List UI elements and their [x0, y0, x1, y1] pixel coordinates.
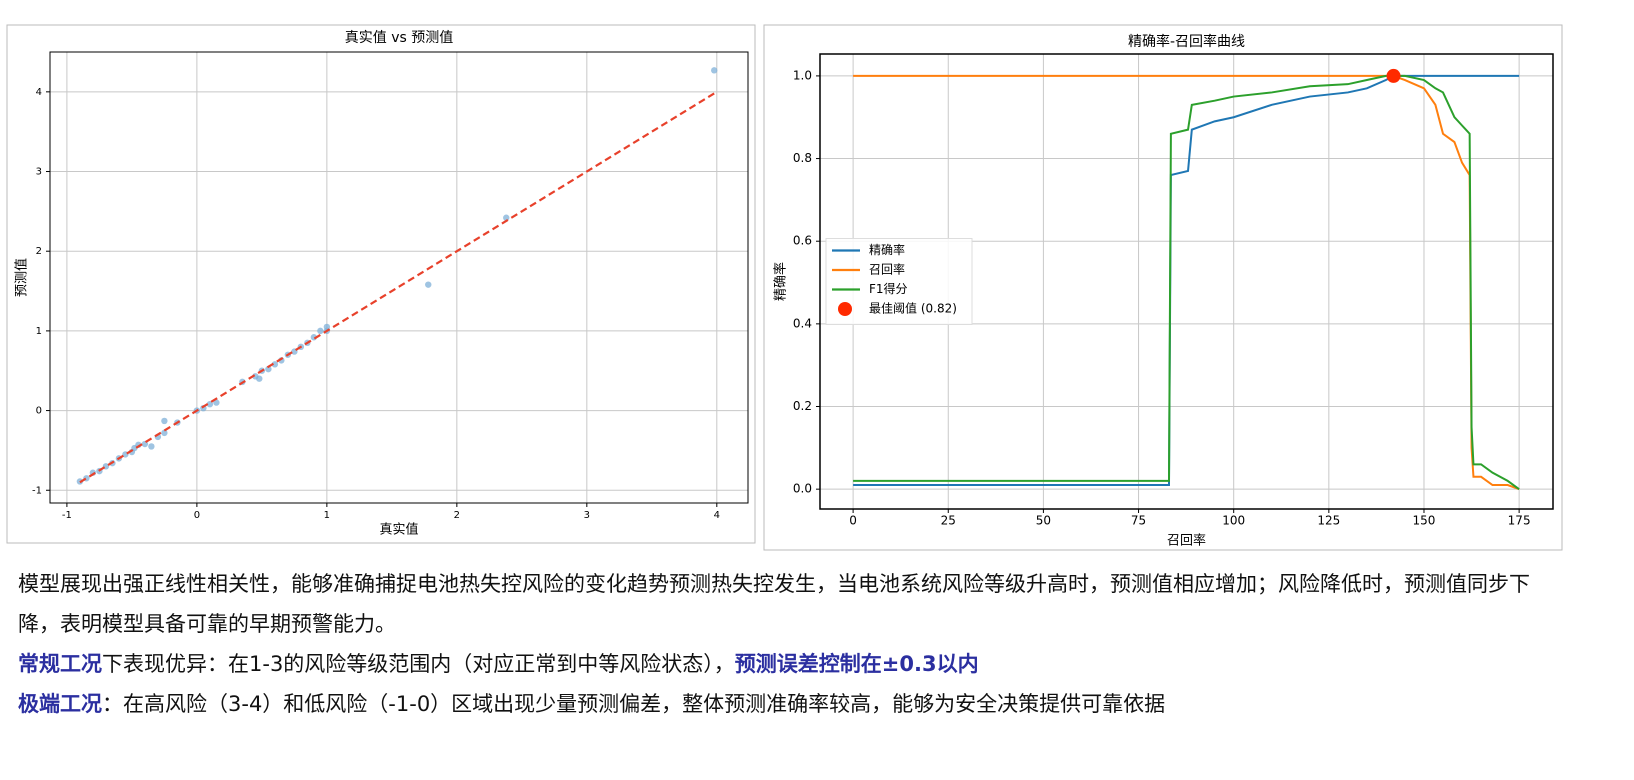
- x-tick-label: 75: [1131, 514, 1146, 528]
- x-tick-label: 1: [324, 510, 330, 521]
- x-tick-label: 3: [584, 510, 590, 521]
- x-axis-label: 召回率: [1167, 533, 1206, 549]
- y-axis-label: 预测值: [14, 258, 30, 297]
- legend-label: F1得分: [869, 281, 908, 296]
- x-tick-label: 125: [1317, 514, 1340, 528]
- point: [148, 443, 155, 450]
- y-tick-label: -1: [32, 485, 42, 496]
- plot-frame: [49, 51, 749, 504]
- y-tick-label: 1: [36, 326, 42, 337]
- x-tick-label: 175: [1508, 514, 1531, 528]
- point: [425, 281, 432, 288]
- x-tick-label: 4: [714, 510, 720, 521]
- legend-swatch: [838, 302, 852, 316]
- paragraph: 模型展现出强正线性相关性，能够准确捕捉电池热失控风险的变化趋势预测热失控发生，当…: [18, 564, 1568, 644]
- y-tick-label: 3: [36, 167, 42, 178]
- x-tick-label: 100: [1222, 514, 1245, 528]
- paragraph: 常规工况下表现优异：在1-3的风险等级范围内（对应正常到中等风险状态），预测误差…: [18, 644, 1568, 684]
- y-tick-label: 0: [36, 406, 42, 417]
- text-block: 模型展现出强正线性相关性，能够准确捕捉电池热失控风险的变化趋势预测热失控发生，当…: [18, 564, 1568, 724]
- y-tick-label: 0.4: [793, 316, 812, 330]
- x-tick-label: 2: [454, 510, 460, 521]
- highlight-text: 极端工况: [18, 692, 102, 716]
- point: [317, 327, 324, 335]
- legend-label: 最佳阈值 (0.82): [869, 301, 957, 316]
- point: [503, 214, 510, 221]
- point: [711, 67, 718, 74]
- chart-title: 真实值 vs 预测值: [345, 30, 453, 46]
- paragraph: 极端工况：在高风险（3-4）和低风险（-1-0）区域出现少量预测偏差，整体预测准…: [18, 684, 1568, 724]
- y-tick-label: 0.2: [793, 399, 812, 413]
- x-tick-label: 25: [941, 514, 956, 528]
- y-tick-label: 0.6: [793, 234, 812, 248]
- point: [213, 399, 220, 406]
- text-run: 模型展现出强正线性相关性，能够准确捕捉电池热失控风险的变化趋势预测热失控发生，当…: [18, 572, 1530, 636]
- highlight-text: 常规工况: [18, 652, 102, 676]
- text-run: 下表现优异：在1-3的风险等级范围内（对应正常到中等风险状态），: [102, 652, 735, 676]
- panel: [6, 24, 756, 544]
- point: [265, 365, 272, 373]
- point: [161, 429, 168, 437]
- y-tick-label: 4: [36, 87, 42, 98]
- y-tick-label: 2: [36, 246, 42, 257]
- reference-line: [79, 90, 718, 484]
- point: [206, 400, 214, 408]
- y-tick-label: 0.0: [793, 482, 812, 496]
- point: [271, 361, 279, 368]
- x-tick-label: 50: [1036, 514, 1051, 528]
- panel: [763, 24, 1563, 551]
- plot-frame: [819, 53, 1554, 510]
- y-tick-label: 1.0: [793, 68, 812, 82]
- x-tick-label: 150: [1413, 514, 1436, 528]
- point: [256, 375, 263, 382]
- x-tick-label: 0: [849, 514, 857, 528]
- highlight-text: 预测误差控制在±0.3以内: [734, 652, 979, 676]
- legend-label: 精确率: [869, 242, 905, 257]
- y-axis-label: 精确率: [773, 262, 789, 301]
- chart-title: 精确率-召回率曲线: [1128, 33, 1245, 50]
- text-run: ：在高风险（3-4）和低风险（-1-0）区域出现少量预测偏差，整体预测准确率较高…: [102, 692, 1166, 716]
- point: [161, 417, 168, 425]
- x-axis-label: 真实值: [379, 522, 418, 538]
- legend-label: 召回率: [869, 262, 905, 277]
- x-tick-label: 0: [194, 510, 200, 521]
- y-tick-label: 0.8: [793, 151, 812, 165]
- best-point: [1386, 68, 1401, 83]
- x-tick-label: -1: [62, 510, 72, 521]
